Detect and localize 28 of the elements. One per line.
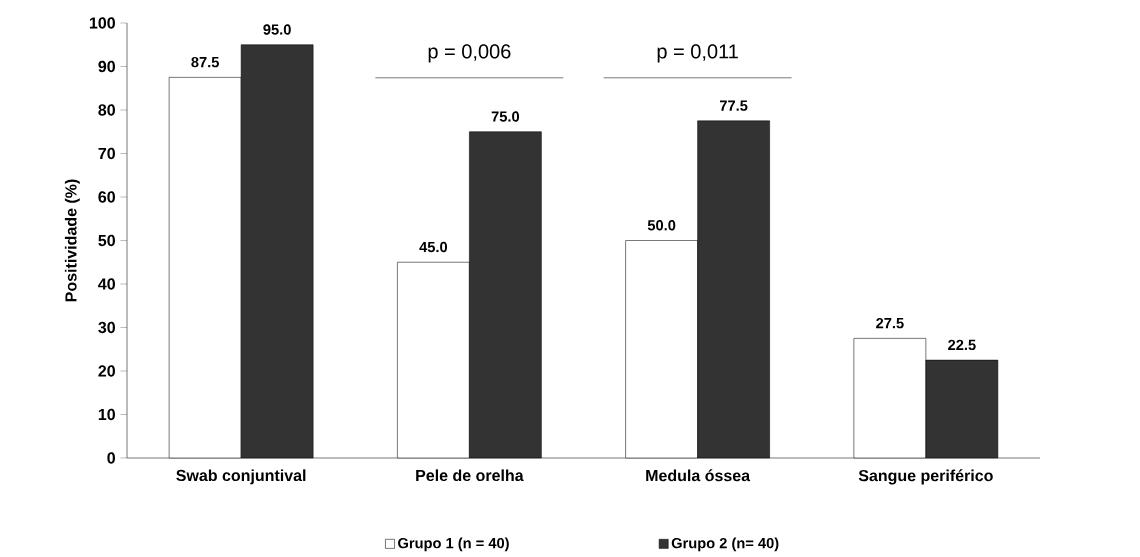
annotation: p = 0,006 — [428, 44, 511, 63]
y-tick-label: 40 — [98, 278, 115, 290]
y-tick-label: 100 — [89, 17, 115, 29]
data-label: 27.5 — [876, 317, 904, 329]
y-tick-label: 50 — [98, 234, 115, 247]
x-tick-label: Medula óssea — [646, 469, 751, 482]
y-tick-label: 70 — [98, 147, 115, 160]
data-label: 45.0 — [419, 241, 448, 253]
y-tick-label: 60 — [98, 191, 115, 203]
x-tick-label: Swab conjuntival — [176, 469, 306, 485]
x-tick-label: Sangue periférico — [858, 469, 993, 485]
legend-label: Grupo 1 (n = 40) — [398, 537, 509, 552]
y-tick-label: 0 — [107, 452, 115, 464]
data-label: 22.5 — [948, 339, 976, 351]
x-tick-label: Pele de orelha — [416, 469, 524, 482]
annotation: p = 0,011 — [657, 44, 738, 63]
y-tick-label: 20 — [98, 365, 115, 377]
y-tick-label: 90 — [98, 60, 115, 73]
y-axis-title: Positividade (%) — [64, 179, 80, 302]
y-tick-label: 30 — [98, 321, 115, 334]
data-label: 95.0 — [263, 24, 291, 35]
data-label: 75.0 — [491, 111, 520, 122]
data-label: 87.5 — [191, 56, 219, 68]
data-label: 77.5 — [719, 100, 748, 111]
y-tick-label: 80 — [98, 104, 115, 116]
data-label: 50.0 — [647, 220, 676, 231]
legend-label: Grupo 2 (n= 40) — [671, 537, 779, 552]
y-tick-label: 10 — [98, 408, 115, 421]
